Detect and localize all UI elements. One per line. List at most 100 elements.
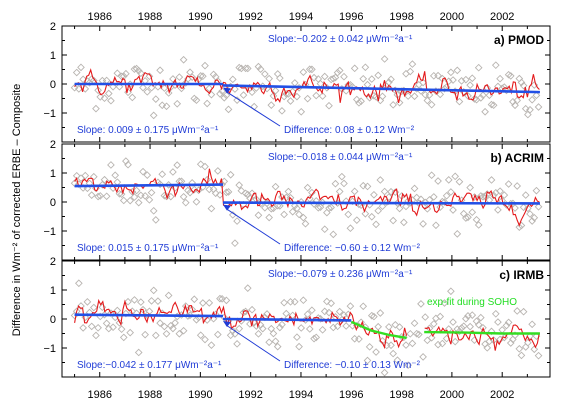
scatter-point (427, 100, 436, 109)
trend-line-after (222, 201, 540, 205)
scatter-point (455, 97, 464, 106)
scatter-point (365, 343, 374, 351)
scatter-point (374, 71, 383, 80)
scatter-point (87, 322, 96, 331)
top-x-tick-label: 2000 (440, 11, 464, 23)
scatter-point (130, 296, 139, 304)
scatter-point (134, 348, 143, 357)
top-x-tick-label: 1992 (238, 11, 262, 23)
scatter-point (504, 70, 513, 79)
scatter-point (372, 92, 380, 101)
scatter-point (158, 170, 167, 179)
scatter-point (406, 67, 415, 76)
scatter-point (370, 190, 378, 199)
scatter-point (151, 95, 160, 103)
scatter-point (290, 297, 299, 306)
scatter-point (147, 83, 156, 92)
scatter-point (166, 192, 175, 201)
top-x-tick-label: 1988 (138, 11, 162, 23)
scatter-point (395, 204, 404, 213)
scatter-point (468, 208, 477, 217)
scatter-point (271, 337, 280, 346)
scatter-point (363, 80, 372, 89)
scatter-point (267, 204, 276, 213)
scatter-point (342, 197, 350, 206)
scatter-point (233, 96, 241, 104)
scatter-point (524, 338, 532, 347)
scatter-point (312, 91, 321, 100)
scatter-point (521, 191, 530, 199)
scatter-point (476, 94, 485, 102)
scatter-point (126, 196, 135, 205)
scatter-point (372, 220, 380, 229)
scatter-point (81, 313, 90, 322)
scatter-series (70, 279, 543, 377)
scatter-point (449, 206, 457, 214)
scatter-point (385, 323, 393, 331)
scatter-point (519, 307, 528, 316)
scatter-point (77, 302, 85, 310)
scatter-point (205, 299, 214, 307)
scatter-point (447, 68, 455, 77)
scatter-point (325, 101, 333, 110)
scatter-point (70, 179, 79, 188)
scatter-point (273, 201, 282, 210)
scatter-series (70, 55, 543, 120)
scatter-point (303, 310, 312, 319)
scatter-point (419, 220, 427, 228)
scatter-point (102, 319, 111, 328)
scatter-point (102, 192, 111, 201)
scatter-point (340, 72, 348, 81)
scatter-point (92, 331, 100, 340)
scatter-point (104, 324, 113, 333)
scatter-point (139, 83, 147, 92)
scatter-point (94, 86, 102, 95)
scatter-point (449, 76, 457, 84)
scatter-point (201, 162, 209, 171)
scatter-point (276, 202, 284, 210)
scatter-point (487, 327, 496, 336)
scatter-point (350, 64, 359, 73)
scatter-point (188, 73, 197, 81)
exp-fit-line (424, 330, 540, 335)
scatter-point (278, 107, 286, 115)
scatter-point (318, 92, 327, 100)
scatter-point (320, 72, 329, 81)
scatter-point (380, 187, 389, 196)
y-tick-label: 0 (50, 79, 56, 91)
scatter-point (107, 96, 115, 105)
scatter-point (188, 305, 197, 314)
scatter-point (511, 204, 519, 212)
scatter-point (517, 351, 526, 360)
scatter-point (169, 75, 177, 83)
scatter-point (355, 335, 363, 343)
trend-line-after (222, 317, 352, 322)
scatter-point (164, 181, 173, 189)
scatter-point (534, 202, 543, 211)
top-x-tick-label: 1986 (87, 11, 111, 23)
scatter-point (241, 307, 250, 316)
scatter-point (241, 64, 250, 73)
top-x-tick-label: 1996 (339, 11, 363, 23)
scatter-point (417, 300, 425, 308)
scatter-point (213, 330, 222, 339)
scatter-point (233, 340, 241, 348)
scatter-point (352, 95, 361, 104)
scatter-point (320, 225, 329, 234)
scatter-point (466, 183, 474, 192)
scatter-point (457, 324, 466, 332)
bottom-x-tick-label: 1994 (289, 389, 313, 401)
scatter-point (440, 84, 449, 93)
scatter-point (494, 206, 502, 214)
scatter-point (327, 203, 335, 212)
scatter-point (288, 207, 297, 216)
scatter-point (115, 82, 124, 91)
scatter-point (303, 183, 312, 192)
scatter-point (124, 297, 132, 306)
scatter-point (528, 95, 536, 104)
scatter-point (335, 66, 344, 75)
scatter-point (325, 308, 333, 317)
scatter-point (151, 216, 160, 224)
top-x-tick-label: 1998 (389, 11, 413, 23)
scatter-point (205, 84, 214, 93)
